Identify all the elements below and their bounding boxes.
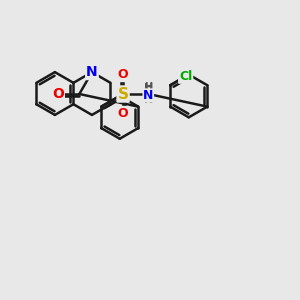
Text: O: O: [52, 87, 64, 101]
Text: O: O: [118, 107, 128, 120]
Text: H: H: [144, 82, 152, 92]
Text: Cl: Cl: [179, 70, 192, 83]
Text: N: N: [143, 89, 154, 102]
Text: N: N: [86, 65, 98, 79]
Text: H
N: H N: [144, 83, 153, 105]
Text: O: O: [118, 68, 128, 81]
Text: S: S: [118, 86, 129, 101]
